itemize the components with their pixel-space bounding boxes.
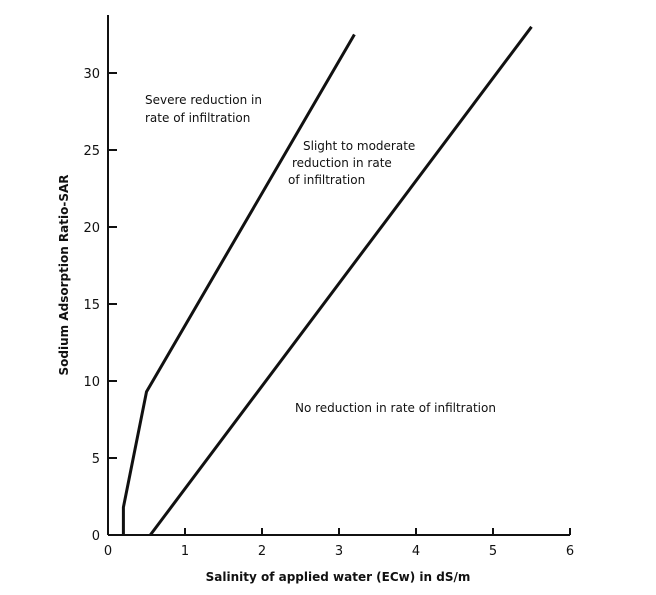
x-tick-label: 3 <box>335 544 343 559</box>
x-tick-label: 2 <box>258 544 266 559</box>
y-tick-label: 25 <box>83 144 100 159</box>
annotation-slight-line-2: reduction in rate <box>292 156 392 170</box>
y-tick-label: 15 <box>83 298 100 313</box>
x-tick-label: 4 <box>412 544 420 559</box>
annotation-slight-line-3: of infiltration <box>288 173 365 187</box>
series-group <box>121 25 533 536</box>
annotation-severe-line-1: Severe reduction in <box>145 93 262 107</box>
ticks: 0 1 2 3 4 5 6 0 5 10 15 20 25 30 <box>83 67 574 559</box>
annotation-slight: Slight to moderate reduction in rate of … <box>288 139 415 187</box>
series-line-2 <box>149 25 533 536</box>
y-tick-label: 30 <box>83 67 100 82</box>
y-tick-label: 5 <box>92 452 100 467</box>
y-tick-label: 10 <box>83 375 100 390</box>
x-tick-label: 1 <box>181 544 189 559</box>
x-tick-label: 6 <box>566 544 574 559</box>
series-line-1 <box>121 33 356 535</box>
annotation-none-line-1: No reduction in rate of infiltration <box>295 401 496 415</box>
annotation-severe-line-2: rate of infiltration <box>145 111 250 125</box>
y-axis-title: Sodium Adsorption Ratio-SAR <box>57 175 71 376</box>
annotation-slight-line-1: Slight to moderate <box>303 139 415 153</box>
annotation-severe: Severe reduction in rate of infiltration <box>145 93 262 125</box>
y-tick-label: 0 <box>92 529 100 544</box>
x-axis-title: Salinity of applied water (ECw) in dS/m <box>206 570 471 584</box>
annotation-none: No reduction in rate of infiltration <box>295 401 496 415</box>
x-tick-label: 0 <box>104 544 112 559</box>
x-tick-label: 5 <box>489 544 497 559</box>
y-tick-label: 20 <box>83 221 100 236</box>
